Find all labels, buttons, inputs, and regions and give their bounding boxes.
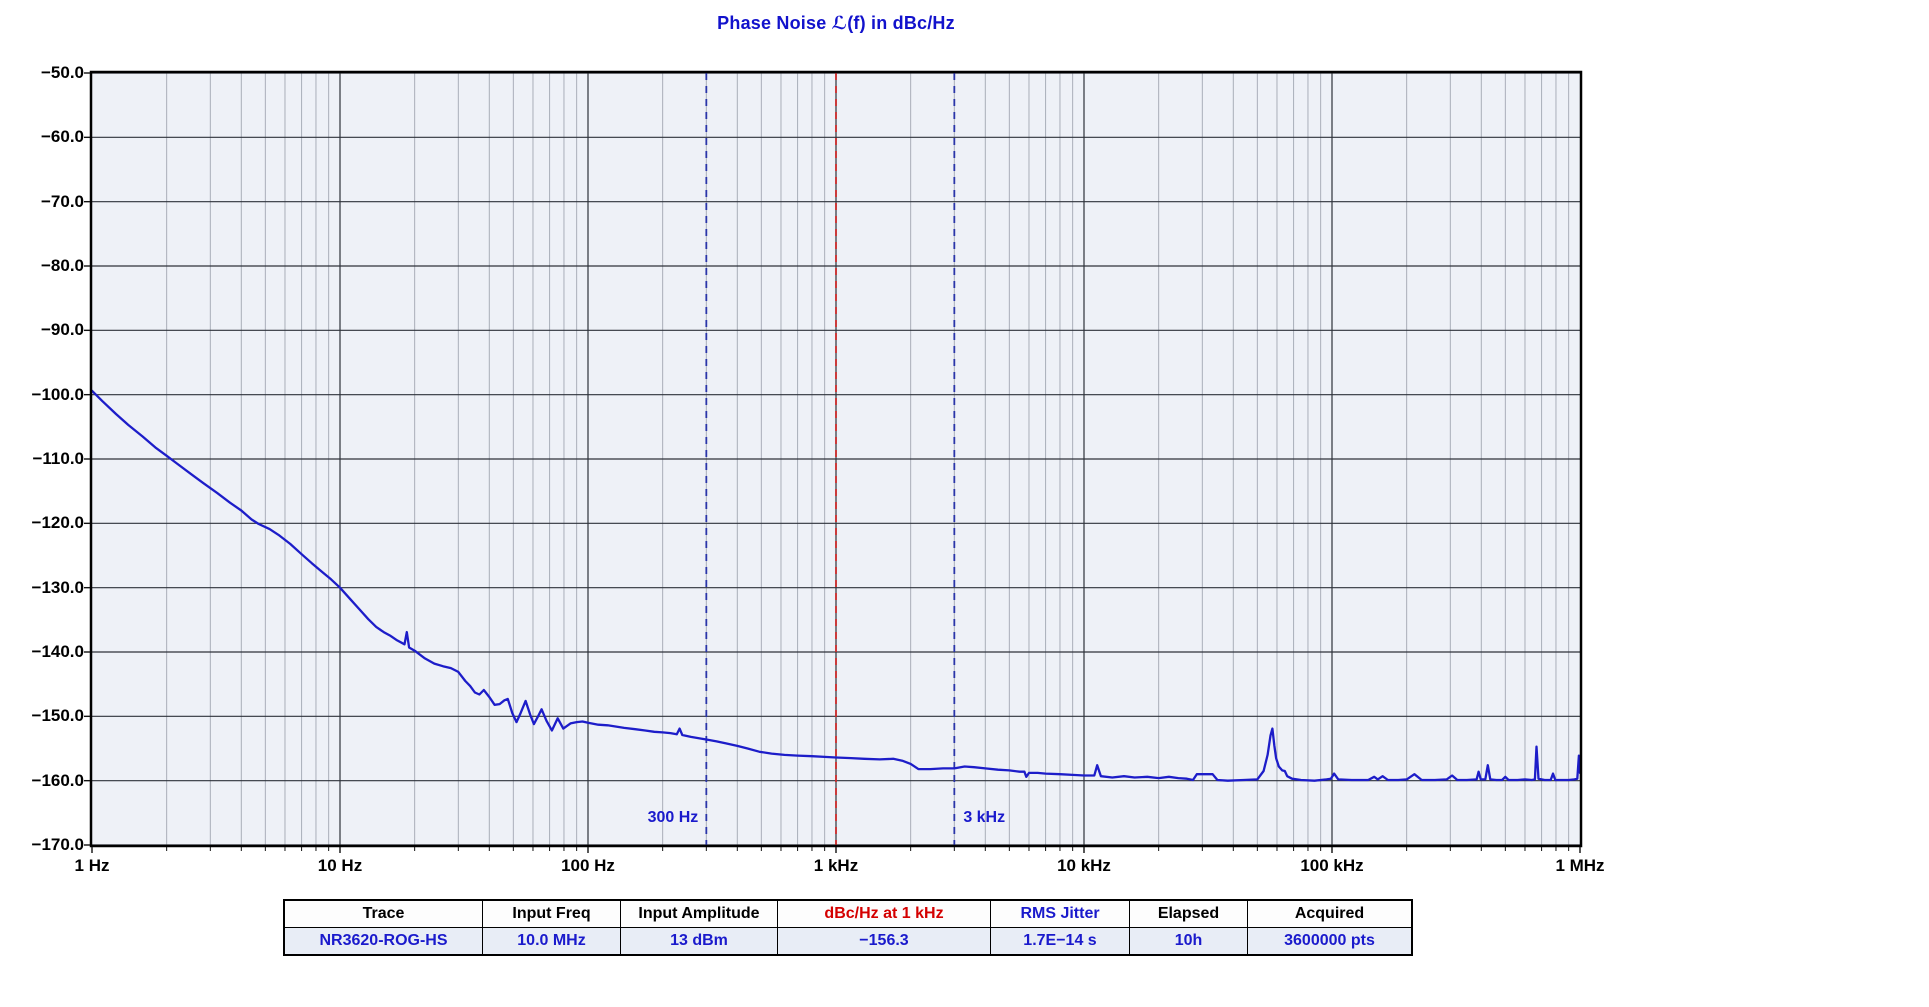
results-table-header-row: Trace Input Freq Input Amplitude dBc/Hz at … xyxy=(283,899,1413,928)
table-header-input-amplitude: Input Amplitude xyxy=(620,899,778,928)
trace-NR3620-ROG-HS xyxy=(90,389,1582,782)
axis-ticks xyxy=(84,72,1581,853)
table-header-trace: Trace xyxy=(283,899,483,928)
y-tick-label: −70.0 xyxy=(40,191,84,211)
y-tick-label: −90.0 xyxy=(40,320,84,340)
plot-frame xyxy=(89,70,1583,848)
y-tick-label: −170.0 xyxy=(31,835,84,854)
x-tick-label: 10 Hz xyxy=(317,856,363,875)
y-tick-label: −160.0 xyxy=(31,770,84,790)
x-tick-label: 1 kHz xyxy=(813,856,859,875)
table-header-elapsed: Elapsed xyxy=(1129,899,1248,928)
y-tick-label: −150.0 xyxy=(31,706,84,726)
table-value-2: 13 dBm xyxy=(620,927,778,956)
results-table: Trace Input Freq Input Amplitude dBc/Hz at … xyxy=(283,899,1413,956)
y-tick-label: −120.0 xyxy=(31,513,84,533)
x-tick-label: 1 MHz xyxy=(1555,856,1605,875)
y-tick-label: −110.0 xyxy=(32,449,84,468)
chart-title: Phase Noise ℒ(f) in dBc/Hz xyxy=(717,13,955,33)
x-tick-label: 1 Hz xyxy=(74,856,110,875)
table-value-3: −156.3 xyxy=(777,927,991,956)
table-value-4: 1.7E−14 s xyxy=(990,927,1130,956)
table-header-input-freq: Input Freq xyxy=(482,899,621,928)
table-header-acquired: Acquired xyxy=(1247,899,1413,928)
y-tick-label: −140.0 xyxy=(31,642,84,661)
y-tick-label: −60.0 xyxy=(40,127,84,147)
marker-label-300hz: 300 Hz xyxy=(647,809,699,826)
marker-lines xyxy=(705,73,956,845)
x-tick-label: 100 Hz xyxy=(561,856,615,875)
results-table-value-row: NR3620-ROG-HS 10.0 MHz 13 dBm −156.3 1.7E−14… xyxy=(283,927,1413,956)
table-value-6: 3600000 pts xyxy=(1247,927,1413,956)
table-value-0: NR3620-ROG-HS xyxy=(283,927,483,956)
y-tick-label: −100.0 xyxy=(31,384,84,404)
y-tick-label: −130.0 xyxy=(31,577,84,597)
y-tick-label: −80.0 xyxy=(40,256,84,275)
x-tick-label: 10 kHz xyxy=(1057,856,1111,875)
table-header-rms-jitter: RMS Jitter xyxy=(990,899,1130,928)
table-value-5: 10h xyxy=(1129,927,1248,956)
x-tick-label: 100 kHz xyxy=(1300,856,1364,875)
y-tick-label: −50.0 xyxy=(40,63,84,82)
table-header-dbc-hz-at-1-khz: dBc/Hz at 1 kHz xyxy=(777,899,991,928)
marker-label-3000hz: 3 kHz xyxy=(963,809,1006,826)
table-value-1: 10.0 MHz xyxy=(482,927,621,956)
trace xyxy=(90,389,1582,782)
